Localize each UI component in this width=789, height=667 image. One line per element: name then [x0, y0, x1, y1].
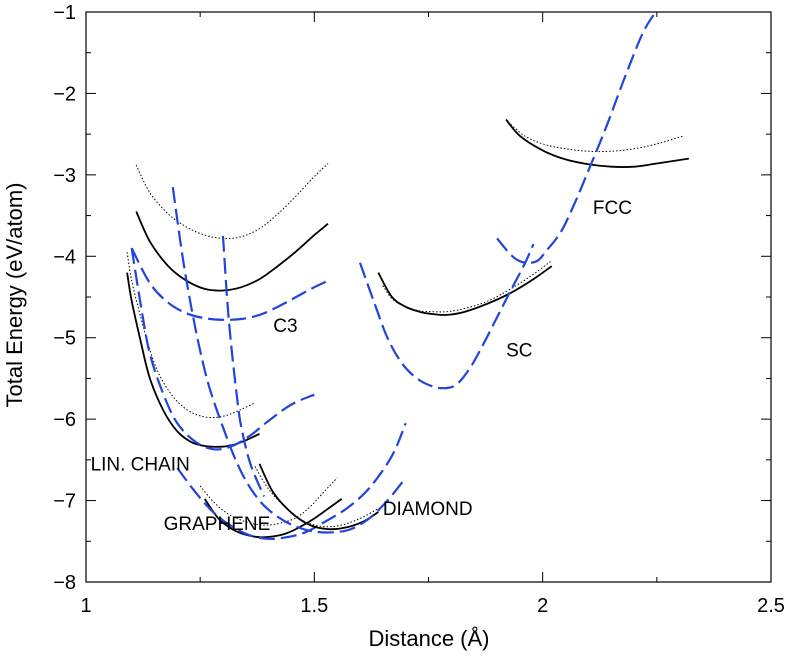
series-sc-dotted	[382, 260, 553, 313]
y-tick-label: −8	[53, 572, 76, 594]
annotation-diamond: DIAMOND	[383, 499, 473, 520]
y-tick-label: −4	[53, 246, 76, 268]
y-tick-label: −6	[53, 409, 76, 431]
x-tick-label: 1.5	[300, 595, 328, 617]
series-graphene-dashed	[176, 422, 407, 540]
series-fcc-dashed	[496, 9, 658, 264]
series-c3-solid	[135, 211, 329, 292]
annotation-graphene: GRAPHENE	[164, 514, 271, 535]
series-fcc-solid	[505, 118, 689, 168]
annotations: LIN. CHAIN C3 GRAPHENE DIAMOND SC FCC	[91, 198, 632, 535]
series-c3-dashed	[130, 247, 329, 321]
series-c3-dotted	[135, 163, 329, 239]
x-tick-label: 2.5	[757, 595, 785, 617]
x-axis-title: Distance (Å)	[368, 626, 489, 651]
annotation-sc: SC	[506, 340, 532, 361]
data-series	[126, 9, 689, 540]
y-tick-label: −3	[53, 165, 76, 187]
series-diamond-dashed	[171, 186, 407, 534]
x-tick-label: 1	[80, 595, 91, 617]
series-diamond-dotted	[254, 466, 379, 528]
series-sc-dashed	[358, 243, 535, 390]
annotation-lin-chain: LIN. CHAIN	[91, 454, 190, 475]
y-tick-label: −2	[53, 83, 76, 105]
axis-ticks: 1 1.5 2 2.5 −8 −7 −6 −5 −4 −3 −2 −1	[53, 2, 785, 617]
annotation-fcc: FCC	[593, 198, 632, 219]
y-axis-title: Total Energy (eV/atom)	[2, 183, 27, 408]
y-tick-label: −7	[53, 491, 76, 513]
series-graphene-dotted	[199, 477, 338, 526]
series-sc-solid	[377, 265, 553, 316]
annotation-c3: C3	[273, 316, 297, 337]
series-linear-chain-dotted	[126, 252, 256, 419]
y-tick-label: −1	[53, 2, 76, 24]
series-linear-chain-dashed	[130, 247, 315, 451]
y-tick-label: −5	[53, 328, 76, 350]
series-graphene-solid	[203, 498, 343, 539]
series-linear-chain-steep-dashed	[221, 235, 266, 497]
series-fcc-dotted	[510, 124, 685, 153]
x-tick-label: 2	[537, 595, 548, 617]
